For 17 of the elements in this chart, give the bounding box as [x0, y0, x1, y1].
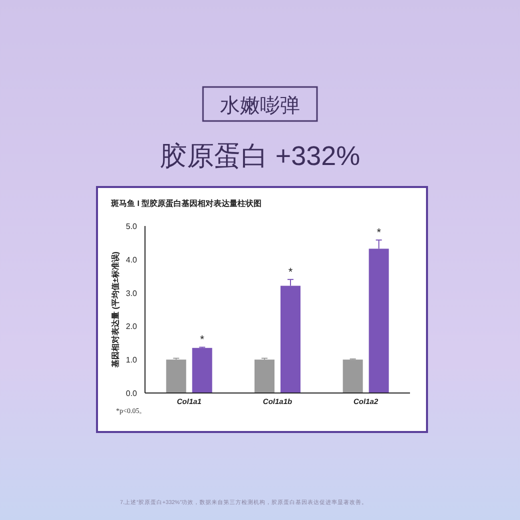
bar — [342, 360, 363, 393]
text: 胶原蛋白 +332% — [160, 141, 360, 171]
y-tick-label: 0.0 — [126, 389, 138, 398]
bar — [192, 348, 212, 393]
y-tick-label: 3.0 — [126, 288, 138, 298]
bar — [166, 360, 186, 393]
y-tick-label: 2.0 — [126, 322, 138, 332]
bar — [254, 360, 274, 393]
y-tick-label: 4.0 — [126, 255, 138, 264]
chart-title: 斑马鱼 I 型胶原蛋白基因相对表达量柱状图 — [110, 199, 262, 208]
y-axis-title: 基因相对表达量 (平均值±标准误) — [111, 251, 120, 368]
annotation: * — [288, 266, 294, 278]
annotation: * — [200, 334, 206, 346]
y-tick-label: 5.0 — [126, 222, 138, 231]
text: 水嫩嘭弹 — [220, 95, 300, 117]
y-tick-label: 1.0 — [126, 356, 138, 365]
annotation: * — [376, 227, 382, 240]
